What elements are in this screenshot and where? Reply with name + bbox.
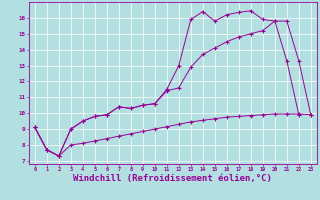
X-axis label: Windchill (Refroidissement éolien,°C): Windchill (Refroidissement éolien,°C) bbox=[73, 174, 272, 183]
